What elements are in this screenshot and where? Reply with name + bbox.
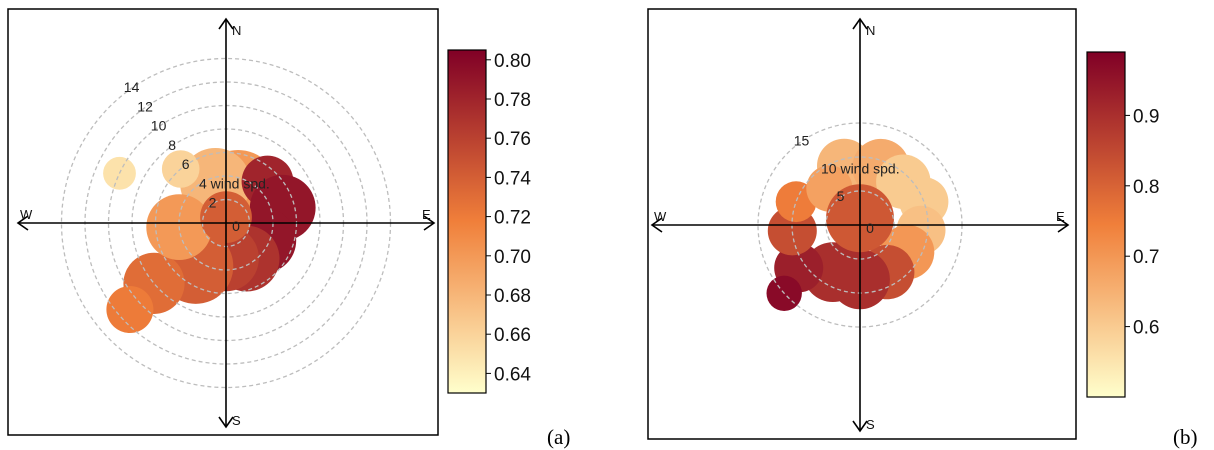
- panel-b-compass-axes: N E S W: [650, 17, 1070, 433]
- radial-tick-label-2: 2: [209, 195, 217, 211]
- north-arrow-icon: [218, 17, 234, 30]
- radial-tick-label-10: 10 wind spd.: [821, 160, 900, 176]
- direction-label-w: W: [20, 207, 33, 222]
- polar-cell-11: [106, 286, 154, 333]
- radial-tick-label-0: 0: [866, 220, 874, 236]
- radial-tick-label-6: 6: [182, 156, 190, 172]
- colorbar-tick-label: 0.68: [494, 286, 531, 307]
- colorbar-tick-label: 0.78: [494, 90, 531, 111]
- panel-b-tick-labels: 0 5 10 wind spd. 15: [794, 132, 900, 236]
- colorbar-tick-label: 0.76: [494, 129, 531, 150]
- west-arrow-icon: [16, 215, 29, 231]
- direction-label-e: E: [1056, 209, 1065, 224]
- panel-a-compass-axes: N E S W: [16, 17, 436, 429]
- radial-tick-label-14: 14: [124, 79, 140, 95]
- direction-label-w: W: [654, 209, 667, 224]
- radial-tick-label-0: 0: [232, 218, 240, 234]
- radial-tick-label-15: 15: [794, 132, 810, 148]
- colorbar-tick-label: 0.80: [494, 51, 531, 72]
- radial-tick-label-4: 4 wind spd.: [199, 176, 270, 192]
- radial-tick-label-10: 10: [151, 118, 167, 134]
- colorbar-tick-label: 0.9: [1133, 106, 1159, 127]
- panel-b-label: (b): [1173, 425, 1198, 449]
- direction-label-n: N: [866, 23, 875, 38]
- east-arrow-icon: [1057, 217, 1070, 233]
- panel-b-colorbar: 0.6 0.7 0.8 0.9: [1086, 51, 1159, 398]
- panel-a-colorbar: 0.64 0.66 0.68 0.70 0.72 0.74 0.76 0.78 0.80: [447, 49, 531, 394]
- colorbar-tick-label: 0.6: [1133, 318, 1159, 339]
- east-arrow-icon: [423, 215, 436, 231]
- colorbar-tick-label: 0.7: [1133, 247, 1159, 268]
- radial-tick-label-12: 12: [137, 99, 153, 115]
- colorbar-tick-label: 0.72: [494, 208, 531, 229]
- south-arrow-icon: [218, 416, 234, 429]
- colorbar-gradient: [447, 49, 487, 394]
- panel-b-data-layer: [766, 138, 949, 311]
- radial-tick-label-5: 5: [837, 188, 845, 204]
- colorbar-tick-label: 0.64: [494, 364, 531, 385]
- direction-label-n: N: [232, 23, 241, 38]
- direction-label-s: S: [866, 417, 875, 432]
- direction-label-e: E: [422, 207, 431, 222]
- colorbar-gradient: [1086, 51, 1126, 398]
- north-arrow-icon: [852, 17, 868, 30]
- direction-label-s: S: [232, 413, 241, 428]
- panel-b-plot: N E S W 0 5 10 wind spd. 15: [650, 17, 1070, 433]
- colorbar-tick-label: 0.70: [494, 247, 531, 268]
- south-arrow-icon: [852, 420, 868, 433]
- colorbar-tick-label: 0.66: [494, 325, 531, 346]
- panel-a-label: (a): [547, 425, 570, 449]
- colorbar-tick-label: 0.8: [1133, 177, 1159, 198]
- polar-cell-13: [775, 181, 817, 223]
- colorbar-tick-label: 0.74: [494, 168, 531, 189]
- panel-b: N E S W 0 5 10 wind spd. 15 0.6 0.7 0.8 0.9 (b): [647, 8, 1198, 449]
- radial-tick-label-8: 8: [168, 137, 176, 153]
- west-arrow-icon: [650, 217, 663, 233]
